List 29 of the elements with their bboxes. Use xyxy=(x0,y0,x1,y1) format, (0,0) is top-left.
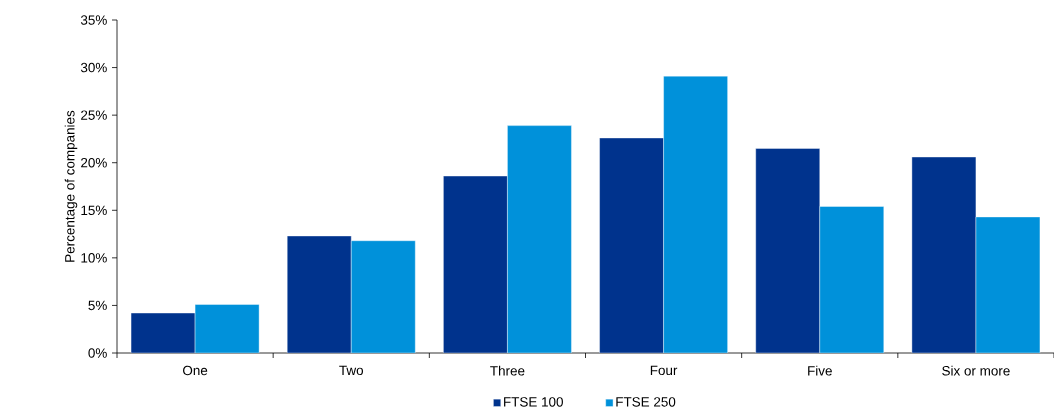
x-tick-label: Four xyxy=(650,365,678,376)
y-tick-label: 5% xyxy=(88,300,107,311)
bar xyxy=(130,312,196,353)
bar xyxy=(194,304,260,353)
bar xyxy=(507,125,572,353)
bar xyxy=(599,137,664,353)
x-tick-label: One xyxy=(183,365,208,376)
y-tick-label: 20% xyxy=(81,157,107,168)
y-axis-title: Percentage of companies xyxy=(64,110,78,262)
y-tick-label: 0% xyxy=(88,348,107,358)
y-tick-label: 35% xyxy=(80,15,107,25)
bar xyxy=(287,235,352,353)
bar xyxy=(443,175,508,353)
bar xyxy=(755,148,820,353)
bar xyxy=(351,240,416,353)
legend-label: FTSE 100 xyxy=(504,397,563,407)
y-tick-label: 25% xyxy=(81,110,107,120)
bar xyxy=(663,75,728,353)
bar xyxy=(819,206,884,353)
legend-label: FTSE 250 xyxy=(616,397,676,407)
x-tick-label: Three xyxy=(490,365,525,376)
x-tick-label: Six or more xyxy=(942,365,1010,376)
y-tick-label: 30% xyxy=(80,62,107,73)
bar xyxy=(911,156,977,353)
x-tick-label: Two xyxy=(339,365,364,376)
y-tick-label: 10% xyxy=(81,253,107,263)
bar xyxy=(975,216,1041,353)
x-tick-label: Five xyxy=(808,365,832,376)
y-tick-label: 15% xyxy=(81,205,107,216)
